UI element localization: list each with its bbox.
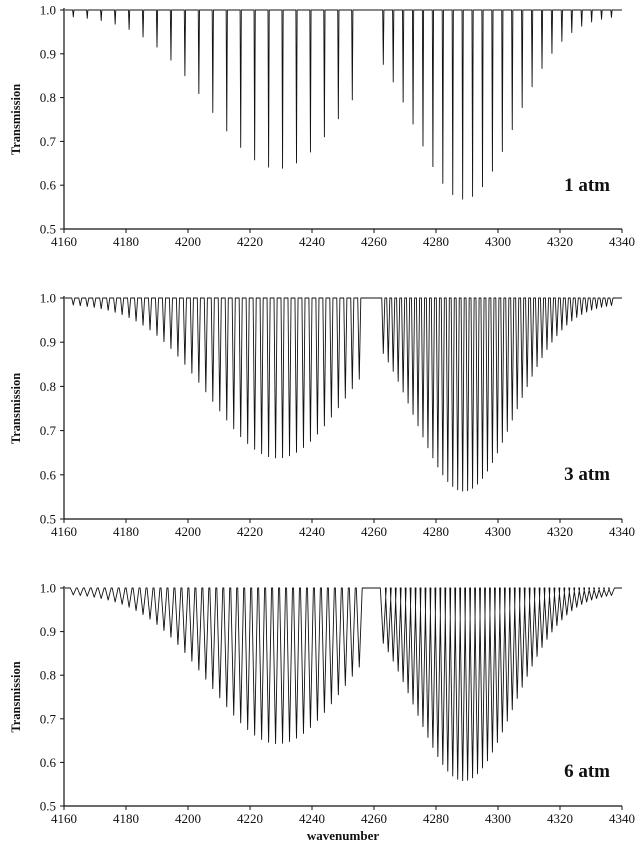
y-tick-label: 0.9 bbox=[40, 46, 56, 61]
x-tick-label: 4240 bbox=[299, 524, 325, 539]
y-tick-label: 0.5 bbox=[40, 222, 56, 237]
x-tick-label: 4300 bbox=[485, 811, 511, 826]
x-tick-label: 4180 bbox=[113, 811, 139, 826]
x-tick-label: 4220 bbox=[237, 811, 263, 826]
x-tick-label: 4280 bbox=[423, 234, 449, 249]
pressure-label: 6 atm bbox=[564, 761, 610, 782]
x-tick-label: 4180 bbox=[113, 524, 139, 539]
y-axis-title: Transmission bbox=[9, 373, 23, 444]
panel-1-atm: 1 atm Transmission 4160 4180 4200 4220 4240 4… bbox=[9, 3, 635, 250]
y-tick-label: 0.8 bbox=[40, 668, 56, 683]
pressure-label: 1 atm bbox=[564, 175, 610, 196]
y-tick-label: 1.0 bbox=[40, 291, 56, 306]
x-tick-label: 4200 bbox=[175, 811, 201, 826]
pressure-label: 3 atm bbox=[564, 464, 610, 485]
y-tick-label: 0.6 bbox=[40, 467, 57, 482]
x-tick-label: 4320 bbox=[547, 524, 573, 539]
panel-3-atm: 3 atm Transmission 4160 4180 4200 4220 4240 4… bbox=[9, 291, 635, 540]
y-tick-label: 0.6 bbox=[40, 178, 57, 193]
x-tick-label: 4220 bbox=[237, 524, 263, 539]
x-tick-label: 4260 bbox=[361, 811, 387, 826]
x-tick-label: 4340 bbox=[609, 234, 635, 249]
y-tick-label: 0.8 bbox=[40, 90, 56, 105]
spectrum-line-1-atm bbox=[64, 9, 622, 200]
x-tick-label: 4260 bbox=[361, 524, 387, 539]
y-tick-label: 0.6 bbox=[40, 755, 57, 770]
y-tick-label: 1.0 bbox=[40, 3, 56, 18]
spectrum-line-6-atm bbox=[64, 587, 622, 782]
x-tick-label: 4300 bbox=[485, 234, 511, 249]
x-tick-label: 4240 bbox=[299, 234, 325, 249]
y-tick-label: 0.9 bbox=[40, 335, 56, 350]
x-tick-label: 4200 bbox=[175, 524, 201, 539]
x-axis-title: wavenumber bbox=[307, 828, 379, 843]
x-tick-label: 4180 bbox=[113, 234, 139, 249]
x-tick-label: 4160 bbox=[51, 811, 77, 826]
panel-6-atm: 6 atm Transmission wavenumber 4160 4180 42… bbox=[9, 581, 635, 844]
x-tick-label: 4340 bbox=[609, 811, 635, 826]
x-tick-label: 4320 bbox=[547, 811, 573, 826]
x-tick-label: 4260 bbox=[361, 234, 387, 249]
y-tick-label: 0.5 bbox=[40, 799, 56, 814]
y-axis-title: Transmission bbox=[9, 661, 23, 732]
y-tick-label: 0.7 bbox=[40, 134, 57, 149]
x-tick-label: 4160 bbox=[51, 524, 77, 539]
x-tick-label: 4240 bbox=[299, 811, 325, 826]
y-axis-title: Transmission bbox=[9, 84, 23, 155]
x-tick-label: 4220 bbox=[237, 234, 263, 249]
y-tick-label: 0.5 bbox=[40, 512, 56, 527]
y-tick-label: 0.9 bbox=[40, 624, 56, 639]
y-tick-label: 0.7 bbox=[40, 423, 57, 438]
x-tick-label: 4200 bbox=[175, 234, 201, 249]
x-tick-label: 4280 bbox=[423, 524, 449, 539]
x-tick-label: 4340 bbox=[609, 524, 635, 539]
y-tick-label: 0.7 bbox=[40, 711, 57, 726]
y-tick-label: 0.8 bbox=[40, 379, 56, 394]
y-tick-label: 1.0 bbox=[40, 581, 56, 596]
spectrum-line-3-atm bbox=[64, 297, 622, 492]
x-tick-label: 4300 bbox=[485, 524, 511, 539]
x-tick-label: 4280 bbox=[423, 811, 449, 826]
x-tick-label: 4160 bbox=[51, 234, 77, 249]
x-tick-label: 4320 bbox=[547, 234, 573, 249]
